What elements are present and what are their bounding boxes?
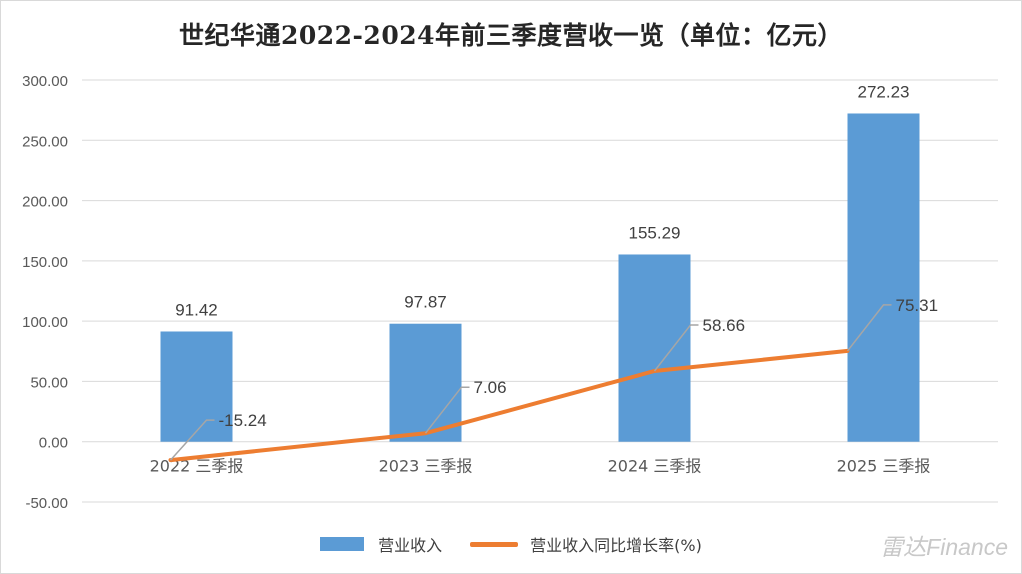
x-tick-label: 2025 三季报 — [837, 457, 931, 476]
y-tick-label: 50.00 — [30, 374, 68, 391]
y-tick-label: 300.00 — [22, 73, 68, 90]
bar — [160, 331, 233, 442]
y-tick-label: 0.00 — [39, 435, 68, 452]
bar-data-label: 91.42 — [175, 300, 218, 319]
watermark: 雷达Finance — [880, 534, 1008, 560]
legend-swatch-revenue — [320, 537, 365, 551]
leader-line — [846, 304, 892, 352]
bar-data-label: 272.23 — [858, 82, 910, 101]
leader-line — [424, 386, 470, 434]
leader-line — [169, 419, 215, 461]
y-tick-label: 200.00 — [22, 194, 68, 211]
bar-data-label: 97.87 — [404, 293, 447, 312]
line-data-label: 7.06 — [474, 378, 507, 397]
leader-line — [653, 324, 699, 372]
line-data-label: -15.24 — [219, 411, 267, 430]
y-tick-label: -50.00 — [25, 495, 68, 512]
legend: 营业收入 营业收入同比增长率(%) — [0, 532, 1022, 556]
legend-item-growth: 营业收入同比增长率(%) — [470, 532, 702, 556]
bar — [847, 113, 920, 442]
line-data-label: 58.66 — [703, 316, 746, 335]
bar-data-label: 155.29 — [629, 223, 681, 242]
bar — [389, 323, 462, 442]
bar — [618, 254, 691, 442]
x-tick-label: 2024 三季报 — [608, 457, 702, 476]
line-data-label: 75.31 — [896, 296, 939, 315]
legend-item-revenue: 营业收入 — [320, 532, 442, 556]
legend-label-growth: 营业收入同比增长率(%) — [530, 536, 702, 555]
y-tick-label: 100.00 — [22, 314, 68, 331]
x-tick-label: 2023 三季报 — [379, 457, 473, 476]
legend-label-revenue: 营业收入 — [378, 536, 443, 555]
x-tick-label: 2022 三季报 — [150, 457, 244, 476]
legend-swatch-growth — [470, 541, 519, 547]
y-tick-label: 250.00 — [22, 133, 68, 150]
y-tick-label: 150.00 — [22, 254, 68, 271]
chart-title: 世纪华通2022-2024年前三季度营收一览（单位：亿元） — [178, 21, 844, 50]
growth-line — [168, 348, 850, 463]
